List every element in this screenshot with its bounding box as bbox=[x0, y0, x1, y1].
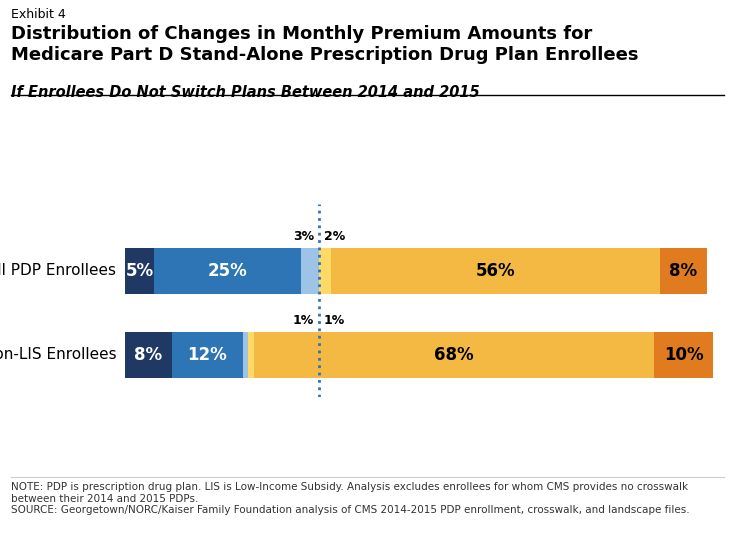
Text: 10%: 10% bbox=[664, 346, 703, 364]
Bar bbox=[331, 248, 660, 294]
Bar bbox=[301, 248, 319, 294]
Text: NOTE: PDP is prescription drug plan. LIS is Low-Income Subsidy. Analysis exclude: NOTE: PDP is prescription drug plan. LIS… bbox=[11, 482, 689, 515]
Text: Distribution of Changes in Monthly Premium Amounts for
Medicare Part D Stand-Alo: Distribution of Changes in Monthly Premi… bbox=[11, 25, 639, 64]
Text: 1%: 1% bbox=[323, 314, 345, 327]
Text: 8%: 8% bbox=[670, 262, 698, 280]
Text: 25%: 25% bbox=[208, 262, 248, 280]
Bar bbox=[254, 332, 654, 378]
Text: THE HENRY J.
KAISER
FAMILY
FOUNDATION: THE HENRY J. KAISER FAMILY FOUNDATION bbox=[648, 493, 705, 537]
Text: 3%: 3% bbox=[293, 230, 315, 243]
Text: 5%: 5% bbox=[126, 262, 154, 280]
Text: 56%: 56% bbox=[476, 262, 515, 280]
Bar bbox=[248, 332, 254, 378]
Text: Non-LIS Enrollees: Non-LIS Enrollees bbox=[0, 347, 116, 363]
Bar bbox=[660, 248, 707, 294]
Bar bbox=[125, 248, 154, 294]
Bar bbox=[654, 332, 713, 378]
Bar bbox=[319, 248, 331, 294]
Text: Exhibit 4: Exhibit 4 bbox=[11, 8, 65, 21]
Text: All PDP Enrollees: All PDP Enrollees bbox=[0, 263, 116, 278]
Bar bbox=[243, 332, 248, 378]
Text: 12%: 12% bbox=[187, 346, 227, 364]
Text: 2%: 2% bbox=[323, 230, 345, 243]
Bar bbox=[154, 248, 301, 294]
Bar bbox=[125, 332, 172, 378]
Text: 1%: 1% bbox=[293, 314, 315, 327]
Text: 68%: 68% bbox=[434, 346, 474, 364]
Text: 8%: 8% bbox=[135, 346, 162, 364]
Text: If Enrollees Do Not Switch Plans Between 2014 and 2015: If Enrollees Do Not Switch Plans Between… bbox=[11, 85, 480, 100]
Bar bbox=[172, 332, 243, 378]
